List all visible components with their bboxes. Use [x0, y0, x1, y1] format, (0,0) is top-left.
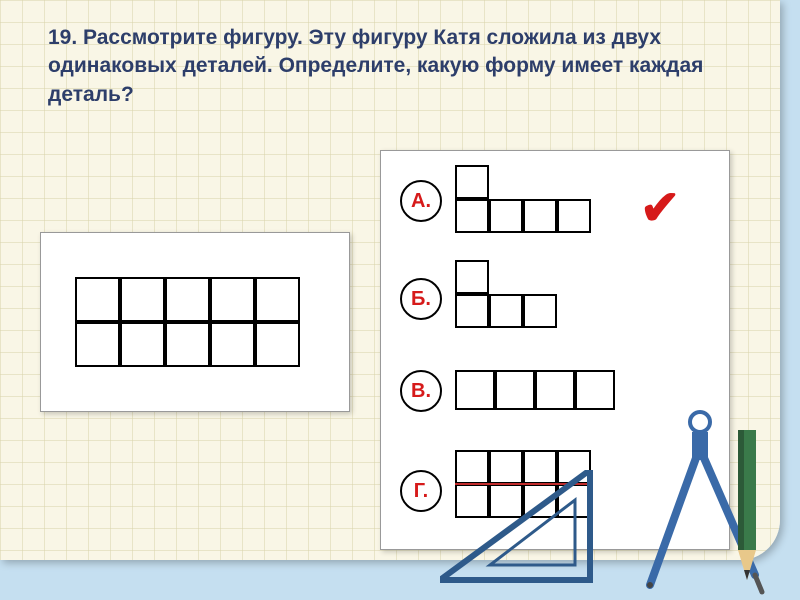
question-text: 19. Рассмотрите фигуру. Эту фигуру Катя …: [48, 24, 728, 109]
triangle-ruler-icon: [440, 470, 600, 590]
grid-cell: [455, 165, 489, 199]
grid-cell: [120, 277, 165, 322]
grid-cell: [165, 322, 210, 367]
grid-cell: [489, 294, 523, 328]
grid-cell: [455, 294, 489, 328]
grid-cell: [255, 277, 300, 322]
grid-cell: [489, 199, 523, 233]
option-label-c[interactable]: В.: [400, 370, 442, 412]
grid-cell: [535, 370, 575, 410]
grid-cell: [210, 277, 255, 322]
grid-cell: [575, 370, 615, 410]
grid-cell: [75, 322, 120, 367]
correct-checkmark-icon: ✔: [640, 180, 680, 236]
grid-cell: [523, 294, 557, 328]
grid-cell: [255, 322, 300, 367]
grid-cell: [495, 370, 535, 410]
grid-cell: [523, 199, 557, 233]
grid-cell: [557, 199, 591, 233]
grid-cell: [455, 199, 489, 233]
pencil-icon: [720, 430, 780, 595]
grid-cell: [75, 277, 120, 322]
grid-cell: [455, 260, 489, 294]
option-label-b[interactable]: Б.: [400, 278, 442, 320]
grid-cell: [165, 277, 210, 322]
grid-cell: [120, 322, 165, 367]
option-label-a[interactable]: А.: [400, 180, 442, 222]
option-label-d[interactable]: Г.: [400, 470, 442, 512]
grid-cell: [455, 370, 495, 410]
grid-cell: [210, 322, 255, 367]
